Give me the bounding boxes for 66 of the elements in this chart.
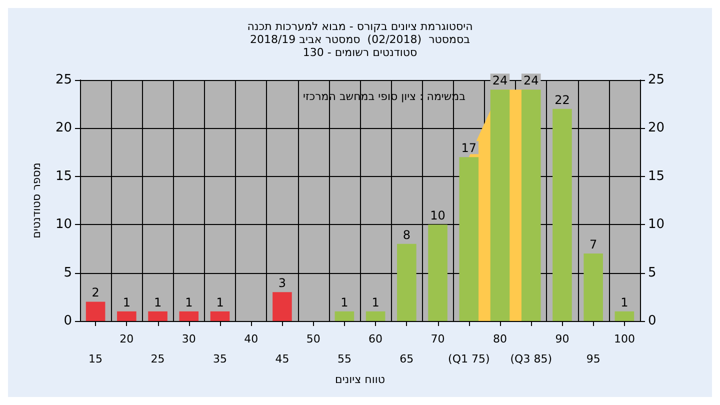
data-label: 1 xyxy=(185,295,193,310)
x-tick-label: 60 xyxy=(368,332,383,346)
bar xyxy=(179,311,199,321)
x-tick-label: 25 xyxy=(150,352,165,366)
x-axis-title: טווח ציונים xyxy=(335,372,385,386)
y2-tick-label: 25 xyxy=(648,72,665,88)
y-tick-label: 10 xyxy=(55,217,72,232)
x-tick-label: 70 xyxy=(430,332,445,346)
y2-tick-label: 10 xyxy=(648,217,665,232)
x-tick-label: 30 xyxy=(182,332,196,346)
data-label: 1 xyxy=(216,295,224,310)
bar xyxy=(584,254,603,321)
y-tick-label: 20 xyxy=(55,120,72,136)
data-label: 3 xyxy=(278,276,286,290)
bar xyxy=(334,311,354,321)
bar xyxy=(614,311,634,321)
data-label: 17 xyxy=(461,141,477,156)
y2-tick-label: 0 xyxy=(648,314,656,328)
x-tick-label: 90 xyxy=(555,332,570,346)
data-label: 24 xyxy=(492,74,508,88)
x-tick-label: 50 xyxy=(306,332,320,346)
x-tick-label: (Q3 85) xyxy=(510,352,552,366)
data-label: 1 xyxy=(372,295,380,310)
bar xyxy=(521,90,541,321)
y2-tick-label: 5 xyxy=(648,265,656,280)
bar xyxy=(552,108,572,321)
bar xyxy=(272,292,292,321)
data-label: 2 xyxy=(92,286,100,300)
y-tick-label: 5 xyxy=(64,265,72,280)
data-label: 10 xyxy=(430,208,446,223)
x-tick-label: 40 xyxy=(244,332,258,346)
bar xyxy=(86,302,106,321)
chart-title: היסטוגרמת ציונים בקורס - מבוא למערכות תכנה xyxy=(247,20,473,33)
bar xyxy=(148,311,168,321)
y2-tick-label: 20 xyxy=(648,120,665,136)
y-tick-label: 15 xyxy=(55,168,72,184)
bar xyxy=(428,224,448,321)
x-tick-label: 35 xyxy=(213,352,227,366)
data-label: 22 xyxy=(554,92,570,107)
data-label: 1 xyxy=(154,295,162,310)
x-tick-label: 95 xyxy=(586,352,600,366)
x-tick-label: 20 xyxy=(120,332,134,346)
bar xyxy=(459,157,479,321)
x-tick-label: 45 xyxy=(275,352,290,366)
data-label: 7 xyxy=(590,238,598,252)
data-label: 1 xyxy=(340,295,348,310)
bar xyxy=(490,90,510,321)
bar xyxy=(366,311,386,321)
x-tick-label: 80 xyxy=(493,332,507,346)
x-tick-label: 65 xyxy=(400,352,414,366)
y-tick-label: 0 xyxy=(64,314,72,328)
data-label: 1 xyxy=(122,295,130,310)
bar xyxy=(117,311,136,321)
data-label: 24 xyxy=(523,74,539,88)
y-tick-label: 25 xyxy=(55,72,72,88)
x-tick-label: 15 xyxy=(88,352,103,366)
y2-tick-label: 15 xyxy=(648,168,665,184)
data-label: 1 xyxy=(620,295,628,310)
bar xyxy=(210,311,230,321)
data-label: 8 xyxy=(402,228,410,242)
y-axis-title: מספר סטודנטים xyxy=(30,162,43,238)
chart-subtitle: בסמסטר (02/2018) סמסטר אביב 2018/19 סטודנטים רשומים - 130 xyxy=(250,33,470,59)
x-tick-label: 100 xyxy=(614,332,635,346)
bar xyxy=(397,244,416,321)
x-tick-label: (Q1 75) xyxy=(448,352,490,366)
x-tick-label: 55 xyxy=(337,352,352,366)
